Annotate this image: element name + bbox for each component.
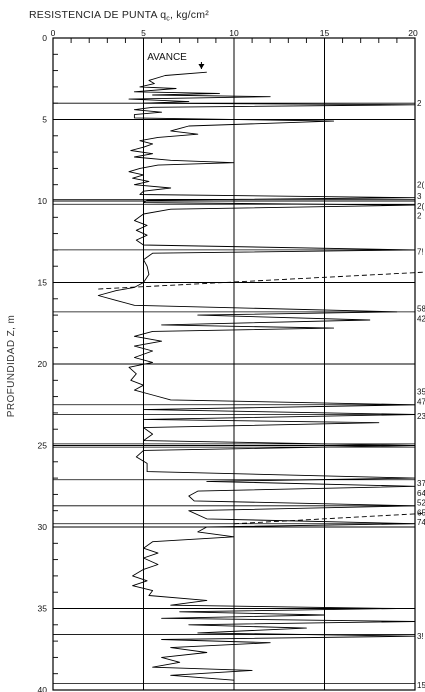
grid bbox=[53, 38, 415, 690]
chart-title: RESISTENCIA DE PUNTA qc, kg/cm² bbox=[29, 9, 209, 23]
right-label-11: 37 bbox=[417, 479, 425, 488]
right-label-13: 52 bbox=[417, 499, 425, 508]
right-label-3: 2( bbox=[417, 202, 424, 211]
y-tick-label-30: 30 bbox=[38, 522, 48, 532]
x-tick-labels: 0 5 10 15 20 bbox=[51, 28, 418, 38]
dashed-lines bbox=[98, 271, 425, 525]
x-tick-label-10: 10 bbox=[229, 28, 239, 38]
x-tick-label-20: 20 bbox=[408, 28, 418, 38]
y-axis-label: PROFUNDIDAD Z, m bbox=[6, 315, 17, 418]
dashed-line-0 bbox=[98, 271, 425, 290]
right-label-10: 23 bbox=[417, 412, 425, 421]
chart-title-subscript: c bbox=[166, 16, 170, 23]
avance-annotation: AVANCE bbox=[147, 52, 205, 69]
chart-title-unit: , kg/cm² bbox=[170, 9, 209, 21]
y-tick-label-0: 0 bbox=[42, 33, 47, 43]
series-line bbox=[97, 71, 416, 681]
y-tick-label-20: 20 bbox=[38, 359, 48, 369]
y-tick-label-5: 5 bbox=[42, 115, 47, 125]
y-tick-label-15: 15 bbox=[38, 278, 48, 288]
right-label-6: 58 bbox=[417, 305, 425, 314]
right-label-15: 74 bbox=[417, 518, 425, 527]
right-label-7: 42 bbox=[417, 314, 425, 323]
y-tick-label-40: 40 bbox=[38, 685, 48, 692]
right-label-8: 35 bbox=[417, 388, 425, 397]
y-tick-label-35: 35 bbox=[38, 604, 48, 614]
dashed-line-1 bbox=[233, 512, 425, 525]
avance-arrowhead bbox=[198, 63, 205, 69]
avance-label: AVANCE bbox=[147, 52, 187, 63]
right-label-17: 15 bbox=[417, 681, 425, 690]
x-tick-label-0: 0 bbox=[51, 28, 56, 38]
right-label-9: 47 bbox=[417, 397, 425, 406]
x-tick-label-5: 5 bbox=[141, 28, 146, 38]
right-label-12: 64 bbox=[417, 489, 425, 498]
horizontal-marker-lines bbox=[53, 102, 415, 684]
right-label-14: 65 bbox=[417, 508, 425, 517]
y-tick-label-25: 25 bbox=[38, 441, 48, 451]
right-label-4: 2 bbox=[417, 212, 422, 221]
right-label-1: 2( bbox=[417, 181, 424, 190]
right-label-2: 3 bbox=[417, 192, 422, 201]
x-tick-label-15: 15 bbox=[320, 28, 330, 38]
y-tick-labels: 0 5 10 15 20 25 30 35 40 bbox=[38, 33, 48, 692]
series bbox=[97, 71, 416, 681]
y-tick-label-10: 10 bbox=[38, 196, 48, 206]
right-label-5: 7! bbox=[417, 248, 424, 257]
chart-title-main: RESISTENCIA DE PUNTA q bbox=[29, 9, 166, 21]
right-label-0: 2 bbox=[417, 99, 422, 108]
right-label-16: 3! bbox=[417, 632, 424, 641]
